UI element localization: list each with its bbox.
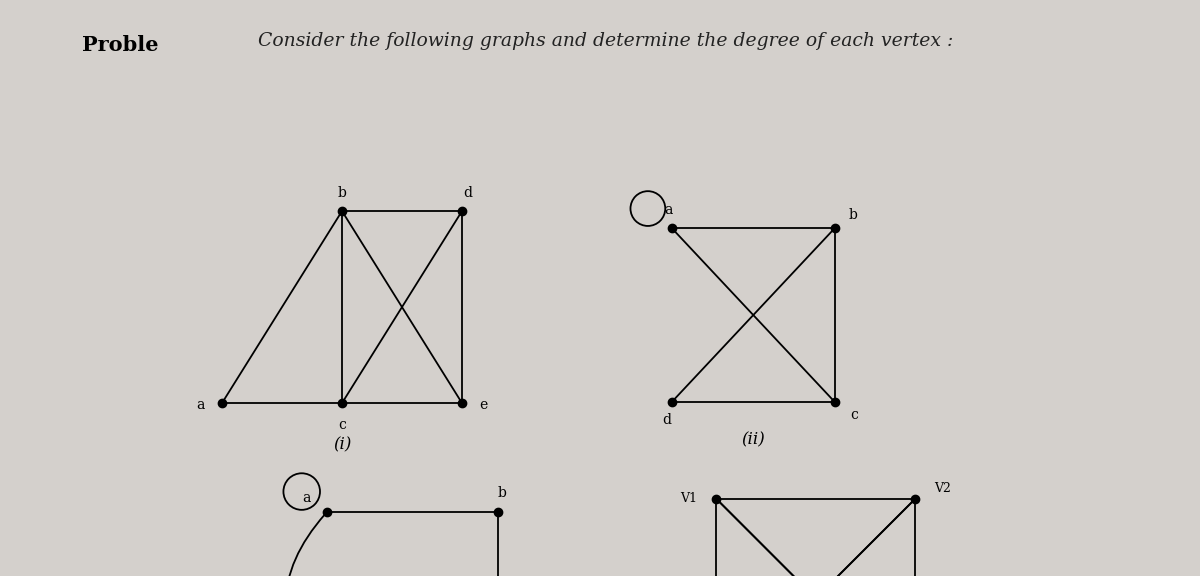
Text: b: b — [337, 186, 347, 200]
Text: (i): (i) — [332, 437, 352, 453]
Text: c: c — [851, 408, 858, 422]
Text: V1: V1 — [680, 492, 697, 505]
Text: a: a — [197, 399, 204, 412]
Text: Consider the following graphs and determine the degree of each vertex :: Consider the following graphs and determ… — [258, 32, 953, 50]
Text: a: a — [665, 203, 673, 217]
Text: d: d — [463, 186, 473, 200]
Text: c: c — [338, 418, 346, 431]
Text: Proble: Proble — [82, 35, 158, 55]
Text: b: b — [848, 208, 858, 222]
Text: a: a — [302, 491, 311, 505]
Text: b: b — [497, 486, 506, 500]
Text: V2: V2 — [935, 482, 952, 495]
Text: (ii): (ii) — [742, 431, 766, 449]
Text: d: d — [662, 414, 671, 427]
Text: e: e — [480, 399, 487, 412]
